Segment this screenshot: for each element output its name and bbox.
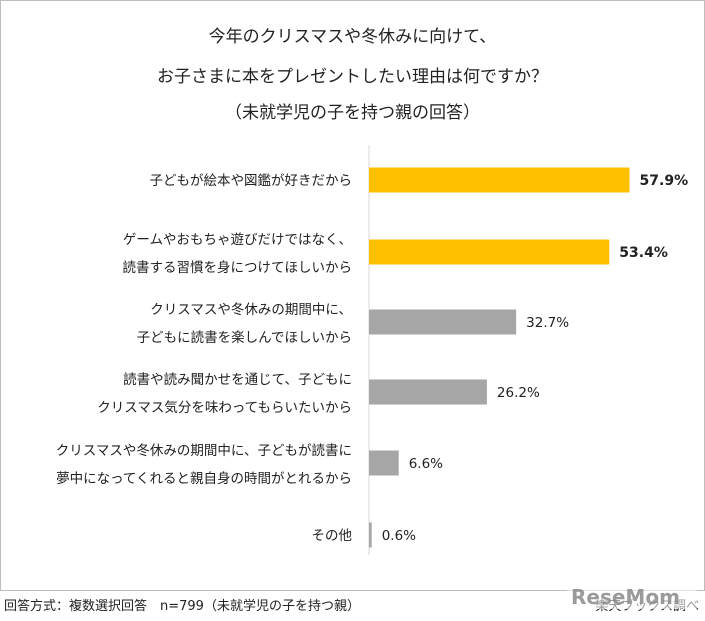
value-label: 26.2% [497,385,540,401]
value-label: 0.6% [382,528,416,544]
value-label: 57.9% [640,173,689,189]
chart-title-line-3: （未就学児の子を持つ親の回答） [225,103,480,123]
chart-title-line-2: お子さまに本をプレゼントしたい理由は何ですか？ [157,67,548,87]
category-label: 夢中になってくれると親自身の時間がとれるから [56,471,352,487]
value-label: 32.7% [526,315,569,331]
value-label: 6.6% [409,456,443,472]
bar [369,167,630,193]
category-label: クリスマスや冬休みの期間中に、 [150,302,352,318]
bar [369,522,372,548]
category-label: その他 [312,528,353,544]
category-label: 読書や読み聞かせを通じて、子どもに [123,372,352,388]
category-label: ゲームやおもちゃ遊びだけではなく、 [123,232,352,248]
category-label: 読書する習慣を身につけてほしいから [123,260,353,276]
category-label: 子どもに読書を楽しんでほしいから [137,330,352,346]
category-label: 子どもが絵本や図鑑が好きだから [150,172,353,189]
value-label: 53.4% [619,245,668,261]
chart-title-line-1: 今年のクリスマスや冬休みに向けて、 [208,27,497,47]
svg-text:ReseMom: ReseMom [571,585,680,609]
survey-method-note: 回答方式：複数選択回答 n=799（未就学児の子を持つ親） [4,599,360,614]
bar [369,309,517,335]
category-label: クリスマスや冬休みの期間中に、子どもが読書に [56,443,352,459]
resemom-logo: ReseMom [567,583,697,609]
bar-chart: 57.9% 子どもが絵本や図鑑が好きだから 53.4% ゲームやおもちゃ遊びだけではな… [56,145,689,555]
bar [369,239,610,265]
bar [369,379,487,405]
bar [369,450,399,476]
category-label: クリスマス気分を味わってもらいたいから [97,400,352,416]
